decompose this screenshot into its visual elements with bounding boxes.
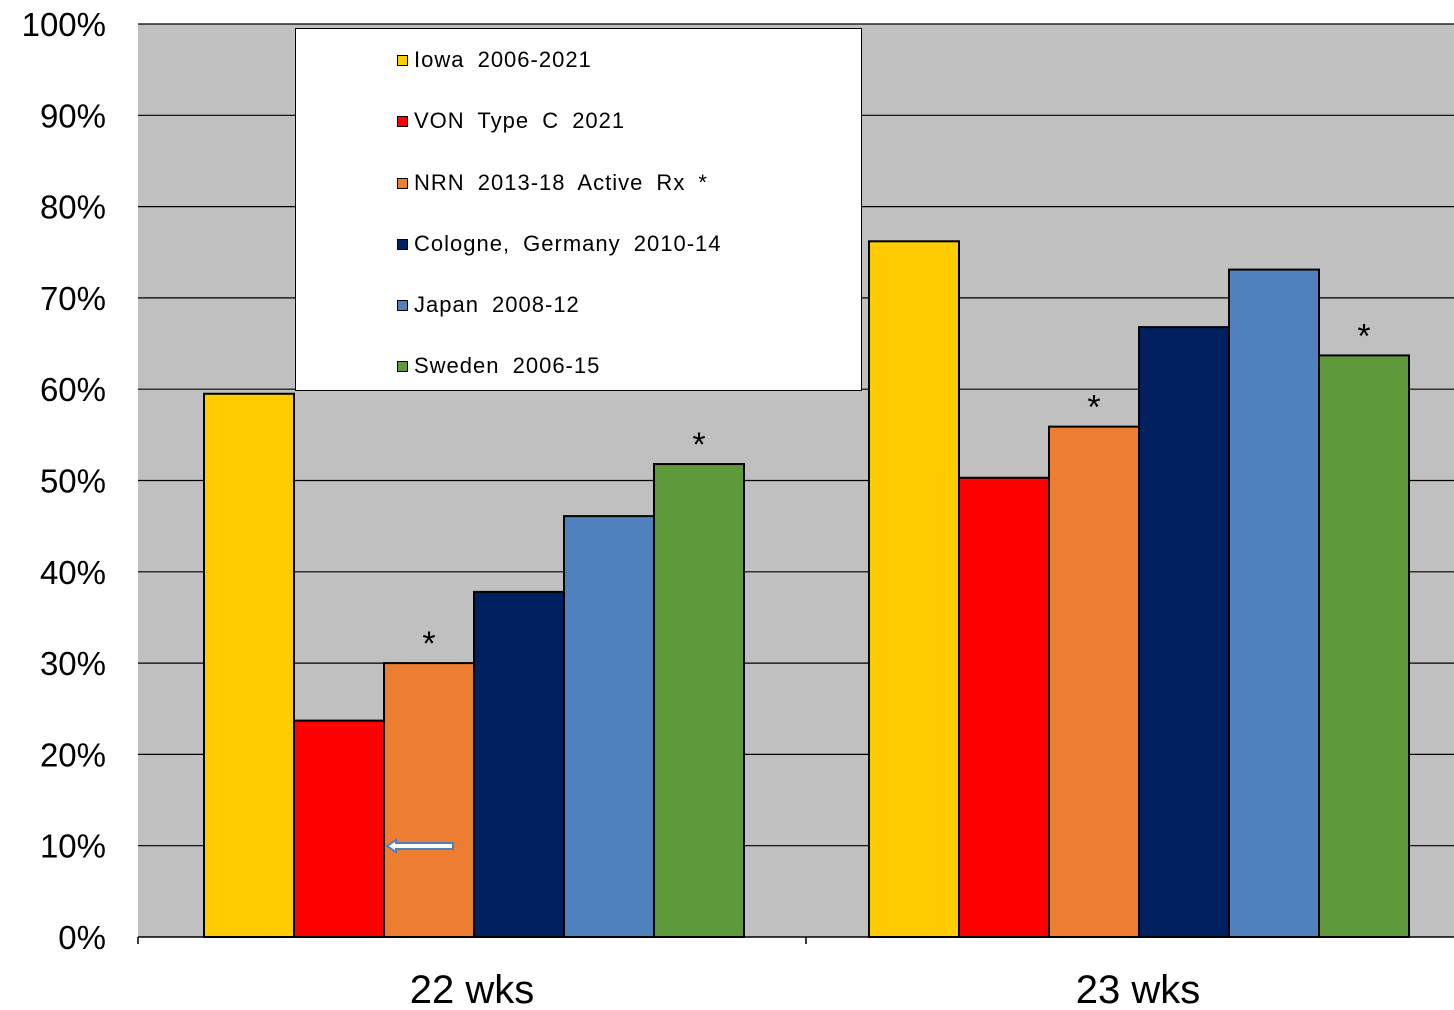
- axes: [137, 936, 1454, 944]
- legend: Iowa 2006-2021 VON Type C 2021 NRN 2013-…: [295, 28, 862, 391]
- y-tick-labels: 0% 10% 20% 30% 40% 50% 60% 70% 80% 90% 100%: [22, 6, 106, 956]
- bar: [473, 590, 565, 938]
- y-tick-label: 50%: [40, 463, 106, 500]
- x-category-label: 23 wks: [1076, 968, 1201, 1010]
- y-tick-label: 100%: [22, 6, 106, 43]
- legend-label: VON Type C 2021: [414, 108, 626, 133]
- bar: [653, 463, 745, 938]
- bar: [383, 662, 475, 938]
- arrow-annotation: [385, 838, 454, 854]
- legend-swatch: [397, 115, 408, 127]
- legend-item-japan: Japan 2008-12: [397, 292, 580, 317]
- significance-marker: *: [1087, 389, 1100, 427]
- y-tick-label: 40%: [40, 554, 106, 591]
- y-tick-label: 0%: [58, 919, 106, 956]
- legend-swatch: [397, 299, 408, 311]
- bar: [293, 719, 385, 939]
- legend-item-nrn: NRN 2013-18 Active Rx *: [397, 170, 708, 195]
- legend-label: Iowa 2006-2021: [414, 47, 592, 72]
- significance-markers: * * * *: [422, 317, 1370, 663]
- bar: [958, 476, 1050, 938]
- y-tick-label: 10%: [40, 828, 106, 865]
- legend-item-cologne: Cologne, Germany 2010-14: [397, 231, 722, 256]
- bar: [1318, 354, 1410, 938]
- bar: [1138, 326, 1230, 938]
- bar: [868, 240, 960, 938]
- significance-marker: *: [692, 426, 705, 464]
- significance-marker: *: [422, 625, 435, 663]
- y-tick-label: 30%: [40, 645, 106, 682]
- legend-item-sweden: Sweden 2006-15: [397, 353, 601, 378]
- bars: [203, 240, 1410, 939]
- y-tick-label: 20%: [40, 736, 106, 773]
- legend-label: Cologne, Germany 2010-14: [414, 231, 722, 256]
- y-tick-label: 90%: [40, 97, 106, 134]
- y-tick-label: 60%: [40, 371, 106, 408]
- legend-item-iowa: Iowa 2006-2021: [397, 47, 592, 72]
- x-category-label: 22 wks: [410, 968, 535, 1010]
- legend-item-von: VON Type C 2021: [397, 108, 626, 133]
- legend-label: NRN 2013-18 Active Rx *: [414, 170, 708, 195]
- y-tick-label: 70%: [40, 280, 106, 317]
- x-category-labels: 22 wks 23 wks: [410, 968, 1201, 1010]
- y-tick-label: 80%: [40, 189, 106, 226]
- legend-label: Sweden 2006-15: [414, 353, 601, 378]
- bar: [563, 515, 655, 938]
- legend-label: Japan 2008-12: [414, 292, 580, 317]
- bar: [1228, 268, 1320, 938]
- significance-marker: *: [1357, 317, 1370, 355]
- legend-swatch: [397, 177, 408, 189]
- legend-swatch: [397, 360, 408, 372]
- bar: [203, 392, 295, 938]
- bar: [1048, 425, 1140, 938]
- legend-swatch: [397, 54, 408, 66]
- legend-swatch: [397, 238, 408, 250]
